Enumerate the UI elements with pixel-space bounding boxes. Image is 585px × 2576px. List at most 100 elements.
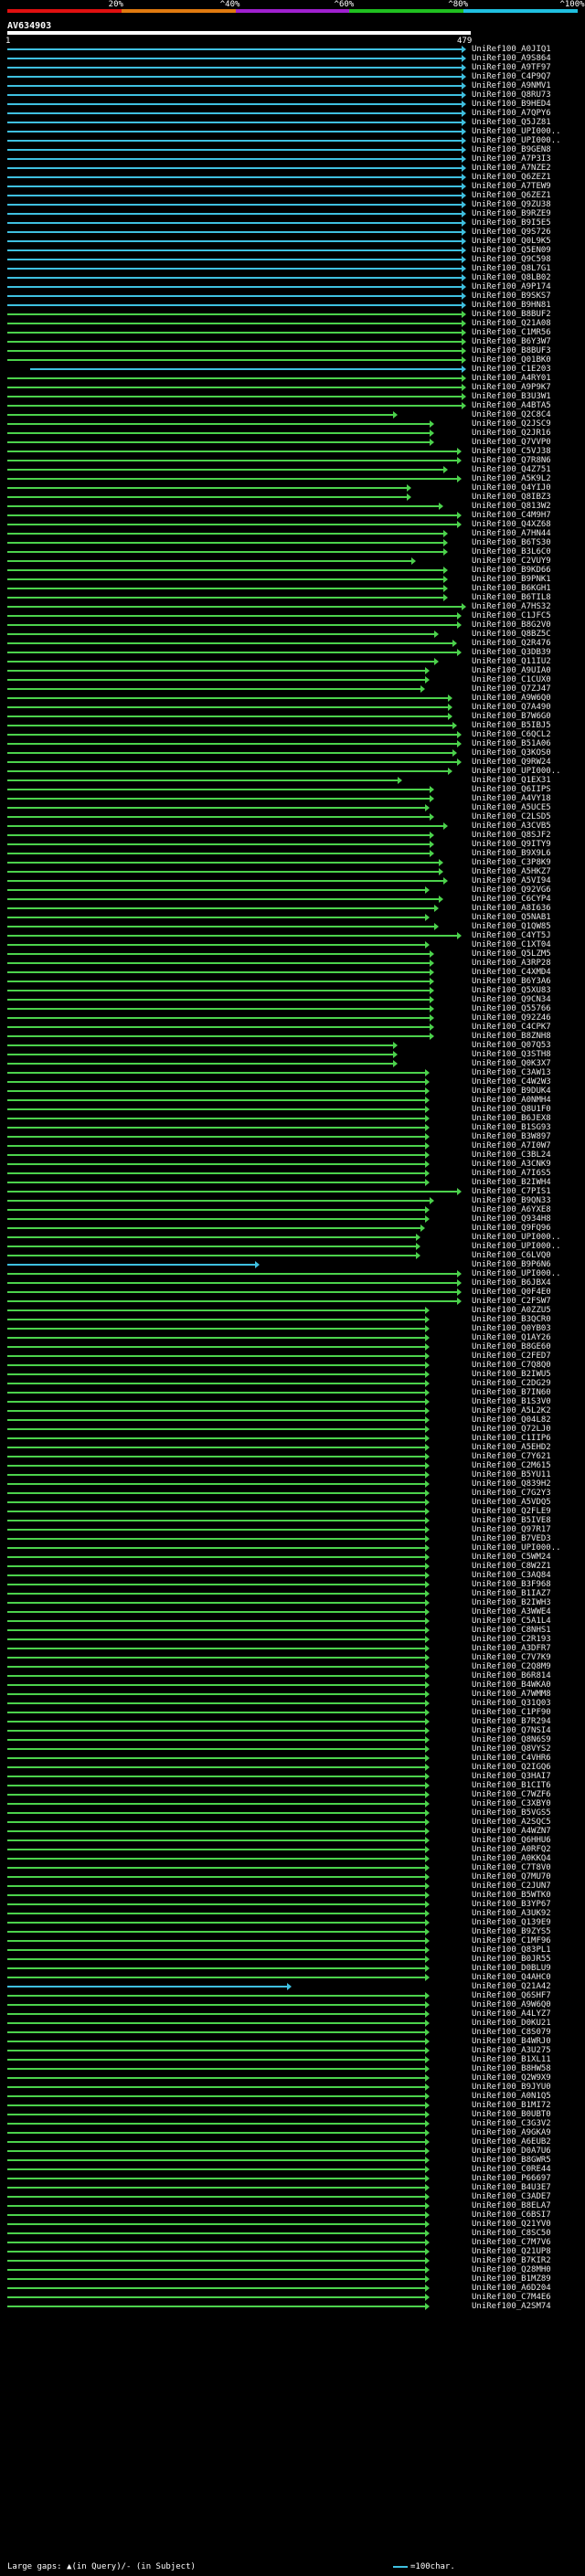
hit-alignment-bar[interactable] <box>7 1785 426 1786</box>
hit-label[interactable]: UniRef100_C8NHS1 <box>472 1626 551 1635</box>
hit-label[interactable]: UniRef100_UPI000.. <box>472 1242 561 1251</box>
hit-row[interactable]: UniRef100_Q1EX31 <box>0 776 585 785</box>
hit-row[interactable]: UniRef100_A5L2K2 <box>0 1406 585 1415</box>
hit-alignment-bar[interactable] <box>7 1712 426 1713</box>
hit-label[interactable]: UniRef100_A5K9L2 <box>472 474 551 483</box>
hit-row[interactable]: UniRef100_C1E203 <box>0 365 585 374</box>
hit-alignment-bar[interactable] <box>7 1675 426 1677</box>
hit-label[interactable]: UniRef100_D0KU21 <box>472 2019 551 2028</box>
hit-row[interactable]: UniRef100_B1MZ89 <box>0 2274 585 2284</box>
hit-label[interactable]: UniRef100_B8BUF2 <box>472 310 551 319</box>
hit-row[interactable]: UniRef100_UPI000.. <box>0 127 585 136</box>
hit-row[interactable]: UniRef100_B3F968 <box>0 1580 585 1589</box>
hit-label[interactable]: UniRef100_C2VUY9 <box>472 557 551 566</box>
hit-row[interactable]: UniRef100_C2M615 <box>0 1461 585 1470</box>
hit-alignment-bar[interactable] <box>7 1373 426 1375</box>
hit-label[interactable]: UniRef100_B7VED3 <box>472 1534 551 1543</box>
hit-alignment-bar[interactable] <box>7 1593 426 1595</box>
hit-row[interactable]: UniRef100_C1PF90 <box>0 1708 585 1717</box>
hit-label[interactable]: UniRef100_B5IBJ5 <box>472 721 551 730</box>
hit-alignment-bar[interactable] <box>7 1977 426 1978</box>
hit-label[interactable]: UniRef100_C3AQ84 <box>472 1571 551 1580</box>
hit-alignment-bar[interactable] <box>7 1794 426 1796</box>
hit-row[interactable]: UniRef100_A3CVB5 <box>0 822 585 831</box>
hit-alignment-bar[interactable] <box>7 1044 394 1046</box>
hit-row[interactable]: UniRef100_A6D204 <box>0 2284 585 2293</box>
hit-alignment-bar[interactable] <box>7 1903 426 1905</box>
hit-label[interactable]: UniRef100_Q92VG6 <box>472 885 551 895</box>
hit-label[interactable]: UniRef100_B1MZ89 <box>472 2274 551 2284</box>
hit-row[interactable]: UniRef100_Q3KOS0 <box>0 748 585 758</box>
hit-row[interactable]: UniRef100_Q7ZJ47 <box>0 684 585 694</box>
hit-row[interactable]: UniRef100_Q8U1F0 <box>0 1105 585 1114</box>
hit-row[interactable]: UniRef100_UPI000.. <box>0 1543 585 1553</box>
hit-row[interactable]: UniRef100_Q139E9 <box>0 1918 585 1927</box>
hit-row[interactable]: UniRef100_Q2W9X9 <box>0 2073 585 2083</box>
hit-alignment-bar[interactable] <box>7 716 449 717</box>
hit-alignment-bar[interactable] <box>7 1839 426 1841</box>
hit-label[interactable]: UniRef100_A0JIQ1 <box>472 45 551 54</box>
hit-row[interactable]: UniRef100_P66697 <box>0 2174 585 2183</box>
hit-row[interactable]: UniRef100_B5IVE8 <box>0 1516 585 1525</box>
hit-row[interactable]: UniRef100_B1S3V0 <box>0 1397 585 1406</box>
hit-row[interactable]: UniRef100_C2VUY9 <box>0 557 585 566</box>
hit-alignment-bar[interactable] <box>7 2260 426 2262</box>
hit-alignment-bar[interactable] <box>7 524 458 525</box>
hit-alignment-bar[interactable] <box>7 1638 426 1640</box>
hit-alignment-bar[interactable] <box>7 1163 426 1165</box>
hit-alignment-bar[interactable] <box>7 1529 426 1531</box>
hit-alignment-bar[interactable] <box>7 825 444 827</box>
hit-label[interactable]: UniRef100_C7M4E6 <box>472 2293 551 2302</box>
hit-label[interactable]: UniRef100_C7WZF6 <box>472 1790 551 1799</box>
hit-alignment-bar[interactable] <box>7 1127 426 1129</box>
hit-label[interactable]: UniRef100_Q8L7G1 <box>472 264 551 273</box>
hit-label[interactable]: UniRef100_B6JBX4 <box>472 1278 551 1288</box>
hit-row[interactable]: UniRef100_C3AW13 <box>0 1068 585 1077</box>
hit-alignment-bar[interactable] <box>7 1721 426 1723</box>
hit-row[interactable]: UniRef100_C3G3V2 <box>0 2119 585 2128</box>
hit-alignment-bar[interactable] <box>7 1520 426 1521</box>
hit-row[interactable]: UniRef100_B6Y3A6 <box>0 977 585 986</box>
hit-alignment-bar[interactable] <box>7 1830 426 1832</box>
hit-label[interactable]: UniRef100_Q6ZEZ1 <box>472 173 551 182</box>
hit-row[interactable]: UniRef100_A3CNK9 <box>0 1160 585 1169</box>
hit-alignment-bar[interactable] <box>7 1236 417 1238</box>
hit-alignment-bar[interactable] <box>7 1172 426 1174</box>
hit-row[interactable]: UniRef100_B3W897 <box>0 1132 585 1141</box>
hit-row[interactable]: UniRef100_B6TS30 <box>0 538 585 547</box>
hit-row[interactable]: UniRef100_A3RP28 <box>0 959 585 968</box>
hit-row[interactable]: UniRef100_Q9ZU38 <box>0 200 585 209</box>
hit-alignment-bar[interactable] <box>7 1611 426 1613</box>
hit-label[interactable]: UniRef100_C6CYP4 <box>472 895 551 904</box>
hit-label[interactable]: UniRef100_B3QCR0 <box>472 1315 551 1324</box>
hit-label[interactable]: UniRef100_D0A7U6 <box>472 2147 551 2156</box>
hit-label[interactable]: UniRef100_A3UK92 <box>472 1909 551 1918</box>
hit-alignment-bar[interactable] <box>7 1099 426 1101</box>
hit-label[interactable]: UniRef100_Q9S726 <box>472 228 551 237</box>
hit-alignment-bar[interactable] <box>7 1456 426 1458</box>
hit-label[interactable]: UniRef100_UPI000.. <box>472 1543 561 1553</box>
hit-row[interactable]: UniRef100_Q813W2 <box>0 502 585 511</box>
hit-row[interactable]: UniRef100_Q92Z46 <box>0 1013 585 1023</box>
hit-label[interactable]: UniRef100_A9P174 <box>472 282 551 292</box>
hit-alignment-bar[interactable] <box>7 743 458 745</box>
hit-row[interactable]: UniRef100_C4VHR6 <box>0 1754 585 1763</box>
hit-row[interactable]: UniRef100_A9GKA9 <box>0 2128 585 2137</box>
hit-row[interactable]: UniRef100_Q92VG6 <box>0 885 585 895</box>
hit-row[interactable]: UniRef100_B3YP67 <box>0 1900 585 1909</box>
hit-row[interactable]: UniRef100_Q839H2 <box>0 1479 585 1489</box>
hit-row[interactable]: UniRef100_A9P9K7 <box>0 383 585 392</box>
hit-label[interactable]: UniRef100_Q21A08 <box>472 319 551 328</box>
hit-label[interactable]: UniRef100_B3F968 <box>472 1580 551 1589</box>
hit-row[interactable]: UniRef100_A5EHD2 <box>0 1443 585 1452</box>
hit-label[interactable]: UniRef100_Q28MH0 <box>472 2265 551 2274</box>
hit-alignment-bar[interactable] <box>7 1437 426 1439</box>
hit-label[interactable]: UniRef100_B5VGS5 <box>472 1808 551 1818</box>
hit-alignment-bar[interactable] <box>7 1776 426 1777</box>
hit-row[interactable]: UniRef100_UPI000.. <box>0 1269 585 1278</box>
hit-row[interactable]: UniRef100_A0RFQ2 <box>0 1845 585 1854</box>
hit-row[interactable]: UniRef100_A9W6Q0 <box>0 694 585 703</box>
hit-label[interactable]: UniRef100_C3AW13 <box>472 1068 551 1077</box>
hit-alignment-bar[interactable] <box>7 761 458 763</box>
hit-alignment-bar[interactable] <box>7 642 453 644</box>
